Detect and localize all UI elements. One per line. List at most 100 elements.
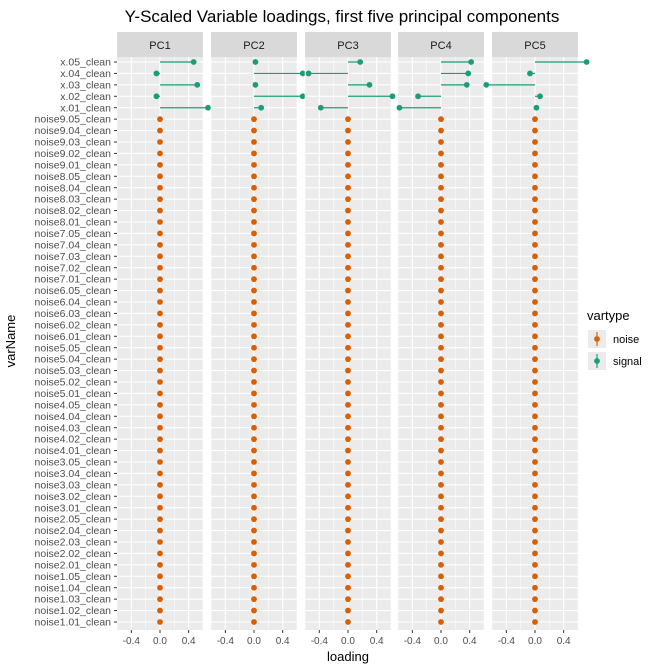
x-tick-label: 0.4 [182,636,196,647]
x-tick-label: 0.0 [153,636,167,647]
noise-point [345,310,351,317]
noise-point [345,379,351,385]
x-tick-label: -0.4 [498,636,516,647]
noise-point [438,516,444,523]
noise-point [345,413,351,420]
noise-point [532,116,538,123]
noise-point [157,276,163,283]
y-tick-label: x.03_clean [60,79,111,91]
noise-point [157,459,163,465]
noise-point [251,287,257,294]
noise-point [157,127,163,134]
y-tick-label: noise2.04_clean [35,525,112,537]
noise-point [345,207,351,214]
noise-point [438,173,444,180]
noise-point [345,550,351,557]
noise-point [251,607,257,614]
noise-point [438,276,444,283]
x-tick-label: 0.0 [434,636,448,647]
noise-point [345,184,351,191]
noise-point [157,184,163,191]
signal-point [153,70,160,77]
noise-point [532,150,538,157]
noise-point [251,310,257,317]
y-tick-label: noise5.05_clean [35,342,112,354]
noise-point [251,561,257,568]
noise-point [251,173,257,180]
noise-point [438,459,444,465]
noise-point [157,436,163,443]
noise-point [532,584,538,591]
legend-key-point [594,336,600,342]
x-axis-title: loading [327,649,369,664]
noise-point [532,253,538,260]
y-tick-label: noise4.04_clean [35,411,112,423]
noise-point [438,196,444,203]
y-tick-label: noise7.01_clean [35,274,112,286]
noise-point [157,287,163,294]
legend-label-noise: noise [613,334,639,346]
legend-key-point [594,358,600,364]
noise-point [532,276,538,283]
y-tick-label: noise7.03_clean [35,251,112,263]
noise-point [438,481,444,488]
noise-point [157,550,163,557]
noise-point [532,299,538,305]
noise-point [345,219,351,225]
noise-point [345,287,351,294]
noise-point [251,390,257,397]
strip-pc4 [398,32,484,57]
x-tick-label: 0.4 [557,636,571,647]
noise-point [532,390,538,397]
noise-point [157,264,163,271]
noise-point [251,116,257,123]
noise-point [251,619,257,625]
x-tick-label: 0.4 [276,636,290,647]
noise-point [438,207,444,214]
signal-point [299,93,306,100]
strip-label: PC1 [149,40,170,52]
y-tick-label: noise5.03_clean [35,365,112,377]
strip-pc5 [492,32,578,57]
noise-point [532,401,538,408]
y-tick-label: noise9.05_clean [35,114,112,126]
noise-point [157,161,163,168]
noise-point [345,367,351,374]
noise-point [251,356,257,363]
y-tick-label: noise5.02_clean [35,377,112,389]
noise-point [251,539,257,545]
noise-point [532,184,538,191]
noise-point [157,150,163,157]
noise-point [251,344,257,351]
noise-point [345,264,351,271]
noise-point [532,379,538,385]
noise-point [438,184,444,191]
y-tick-label: noise7.02_clean [35,262,112,274]
noise-point [251,436,257,443]
noise-point [438,219,444,225]
noise-point [157,561,163,568]
noise-point [345,584,351,591]
noise-point [438,127,444,134]
noise-point [251,367,257,374]
noise-point [157,424,163,431]
signal-point [305,70,312,77]
noise-point [251,459,257,465]
strip-label: PC4 [430,40,451,52]
y-tick-label: noise3.05_clean [35,457,112,469]
signal-point [357,59,364,65]
noise-point [157,481,163,488]
noise-point [157,584,163,591]
legend-title: vartype [587,308,630,323]
noise-point [532,264,538,271]
y-tick-label: noise6.02_clean [35,319,112,331]
noise-point [251,596,257,603]
y-tick-label: noise8.04_clean [35,182,112,194]
signal-point [317,104,324,111]
signal-point [190,59,197,65]
signal-point [465,70,472,77]
noise-point [157,470,163,477]
noise-point [157,310,163,317]
signal-point [415,93,421,100]
noise-point [251,550,257,557]
